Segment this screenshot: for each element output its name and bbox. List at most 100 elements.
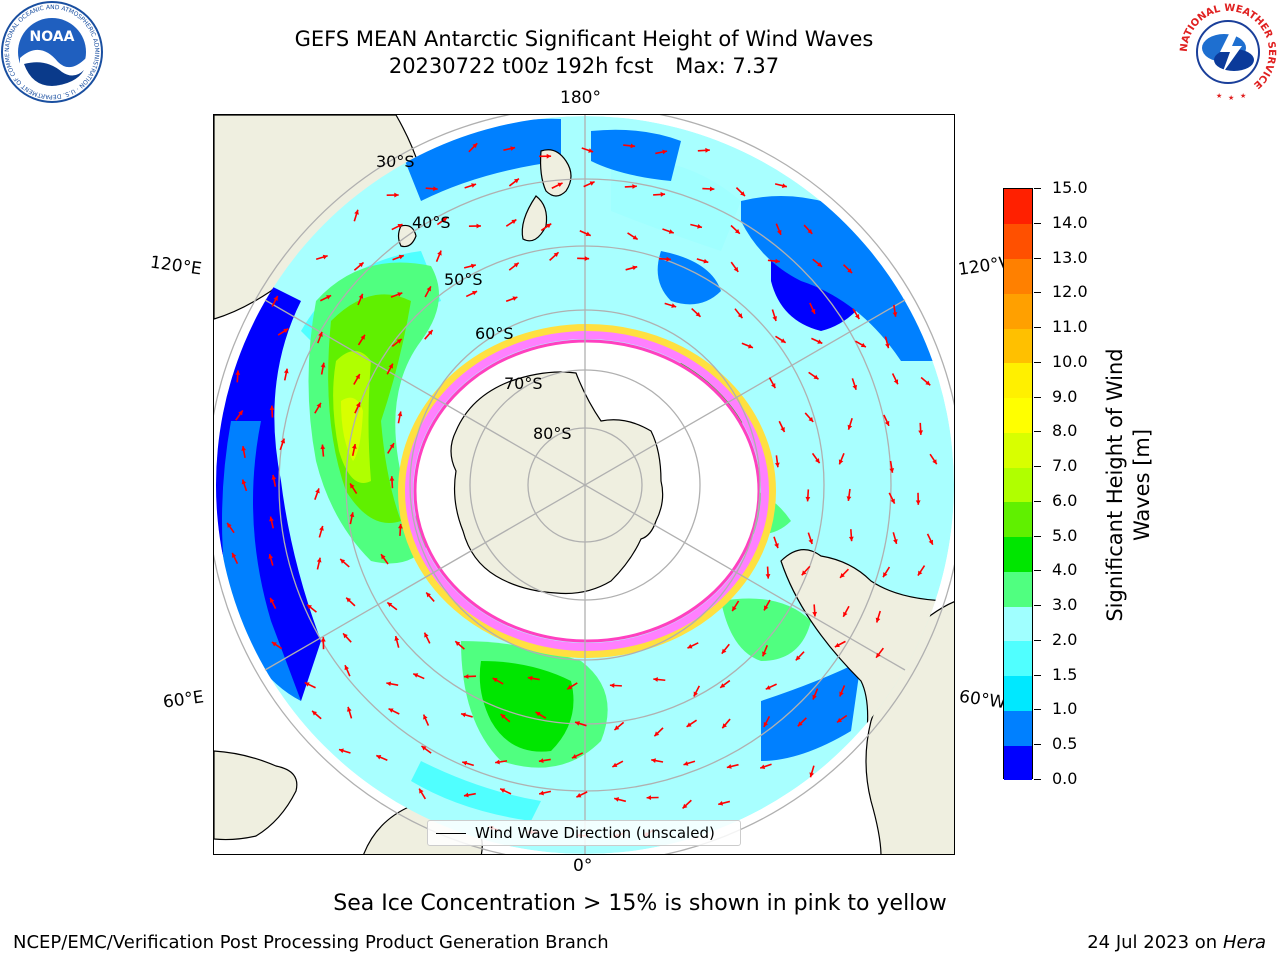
wave-direction-arrowhead xyxy=(893,539,898,544)
wave-direction-arrowhead xyxy=(271,642,277,647)
colorbar-segment xyxy=(1004,710,1032,746)
colorbar-label: Significant Height of Wind Waves [m] xyxy=(1102,348,1156,621)
wave-direction-arrowhead xyxy=(241,446,247,451)
colorbar-segment xyxy=(1004,362,1032,399)
wave-direction-arrowhead xyxy=(527,675,533,681)
colorbar-segment xyxy=(1004,258,1032,294)
wave-direction-arrowhead xyxy=(662,149,668,155)
wave-direction-arrowhead xyxy=(510,146,516,151)
colorbar-tick-label: 14.0 xyxy=(1052,212,1088,232)
svg-text:★: ★ xyxy=(1228,94,1234,102)
wave-direction-arrowhead xyxy=(318,331,323,337)
wave-direction-arrowhead xyxy=(437,250,442,256)
wave-direction-arrowhead xyxy=(495,759,500,765)
wave-direction-arrowhead xyxy=(632,265,638,271)
wave-direction-arrowhead xyxy=(315,488,320,494)
wave-direction-arrowhead xyxy=(890,498,895,504)
wave-direction-arrowhead xyxy=(808,539,814,544)
wave-direction-arrowhead xyxy=(513,178,519,184)
wave-direction-arrowhead xyxy=(836,717,842,723)
wave-direction-arrowhead xyxy=(270,597,275,603)
wave-direction-arrowhead xyxy=(463,792,469,798)
wave-direction-arrowhead xyxy=(320,444,326,450)
wave-direction-arrowhead xyxy=(733,266,739,272)
colorbar-segment xyxy=(1004,293,1032,329)
wave-direction-arrowhead xyxy=(726,764,732,769)
wave-direction-arrowhead xyxy=(840,572,845,578)
colorbar-segment xyxy=(1004,432,1032,468)
wave-direction-arrowhead xyxy=(588,148,594,153)
wave-direction-arrowhead xyxy=(747,343,753,349)
wave-direction-arrowhead xyxy=(774,543,779,549)
wave-direction-arrowhead xyxy=(740,191,745,197)
wave-direction-arrowhead xyxy=(354,209,359,215)
wave-direction-arrowhead xyxy=(398,254,404,260)
wave-direction-arrowhead xyxy=(472,290,478,296)
colorbar-tick xyxy=(1034,222,1041,224)
wave-direction-arrowhead xyxy=(512,296,518,301)
wave-direction-arrowhead xyxy=(283,328,289,334)
wave-direction-arrowhead xyxy=(632,184,637,189)
wave-direction-arrowhead xyxy=(388,708,394,713)
wave-direction-arrowhead xyxy=(884,420,890,426)
wave-direction-arrowhead xyxy=(358,262,364,268)
wave-direction-arrowhead xyxy=(316,557,322,563)
map-panel[interactable]: Wind Wave Direction (unscaled) xyxy=(213,114,955,855)
wave-direction-arrowhead xyxy=(307,604,312,610)
wave-direction-arrowhead xyxy=(511,219,517,225)
wave-direction-arrowhead xyxy=(812,611,818,617)
colorbar-tick xyxy=(1034,431,1041,433)
wave-direction-arrowhead xyxy=(614,797,620,802)
colorbar-tick xyxy=(1034,188,1041,189)
wave-direction-arrowhead xyxy=(235,370,241,375)
footer-credit: NCEP/EMC/Verification Post Processing Pr… xyxy=(13,932,609,953)
wave-direction-arrowhead xyxy=(695,311,701,317)
colorbar-tick xyxy=(1034,361,1041,363)
wave-direction-arrowhead xyxy=(687,644,693,649)
wave-direction-arrowhead xyxy=(876,652,881,658)
colorbar-tick-label: 11.0 xyxy=(1052,317,1088,337)
wave-direction-arrowhead xyxy=(737,313,743,319)
wave-direction-arrowhead xyxy=(546,153,552,159)
wave-direction-arrowhead xyxy=(476,223,481,229)
forecast-date: 20230722 t00z 192h fcst xyxy=(388,54,654,78)
wave-direction-arrowhead xyxy=(838,459,844,465)
wave-direction-arrowhead xyxy=(461,712,466,718)
colorbar-tick-label: 7.0 xyxy=(1052,456,1078,476)
wave-direction-arrowhead xyxy=(351,444,357,449)
colorbar-segment xyxy=(1004,397,1032,433)
wave-direction-arrowhead xyxy=(397,292,403,297)
wave-direction-arrowhead xyxy=(349,512,355,518)
wave-direction-arrowhead xyxy=(847,268,853,274)
wave-direction-arrowhead xyxy=(513,262,519,268)
wave-direction-arrowhead xyxy=(340,559,346,564)
footer-host: Hera xyxy=(1222,932,1266,953)
colorbar-tick xyxy=(1034,570,1041,572)
wave-direction-arrowhead xyxy=(500,788,506,793)
lat-label-50s: 50°S xyxy=(444,270,483,289)
wave-direction-arrowhead xyxy=(671,303,677,308)
colorbar-tick-label: 8.0 xyxy=(1052,421,1078,441)
wave-direction-arrowhead xyxy=(470,263,476,269)
lat-label-60s: 60°S xyxy=(475,324,514,343)
colorbar-label-line1: Significant Height of Wind xyxy=(1103,348,1127,622)
wave-direction-arrowhead xyxy=(376,755,382,760)
wave-direction-arrowhead xyxy=(892,312,898,317)
wave-direction-arrowhead xyxy=(280,438,286,444)
wave-direction-arrowhead xyxy=(795,655,801,661)
noaa-logo: NATIONAL OCEANIC AND ATMOSPHERIC ADMINIS… xyxy=(0,0,103,103)
wave-direction-arrowhead xyxy=(322,254,328,260)
wave-direction-arrowhead xyxy=(442,217,448,223)
colorbar-tick xyxy=(1034,535,1041,537)
wave-direction-arrowhead xyxy=(852,384,858,390)
wave-direction-arrowhead xyxy=(760,764,766,769)
colorbar-segment xyxy=(1004,675,1032,711)
wave-direction-arrowhead xyxy=(860,342,866,348)
colorbar-tick xyxy=(1034,396,1041,398)
polar-map[interactable] xyxy=(214,115,955,855)
wave-direction-arrowhead xyxy=(797,721,803,727)
wave-direction-arrowhead xyxy=(576,793,582,798)
wave-direction-arrowhead xyxy=(810,308,816,314)
wave-direction-arrowhead xyxy=(538,758,544,763)
wave-direction-arrowhead xyxy=(546,223,552,229)
